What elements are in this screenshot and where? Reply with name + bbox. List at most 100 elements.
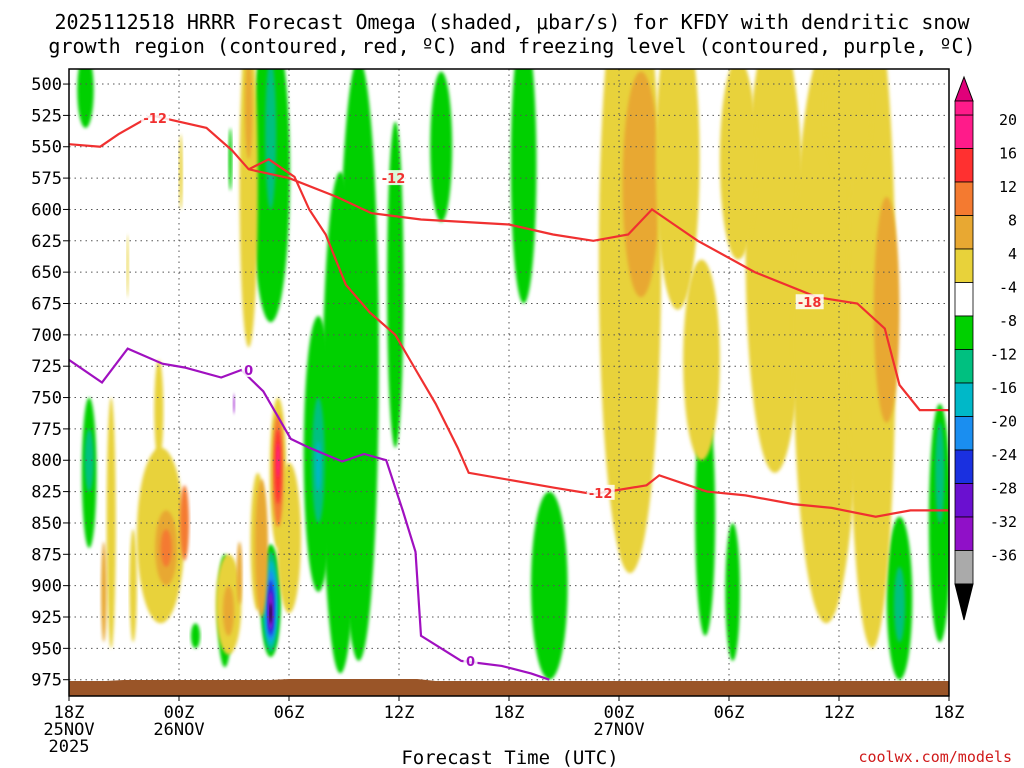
colorbar-swatch-top bbox=[954, 100, 974, 116]
y-tick-label-500: 500 bbox=[31, 75, 62, 95]
colorbar-swatch-5 bbox=[954, 282, 974, 317]
x-tick-label-0-0: 18Z bbox=[54, 703, 85, 723]
x-tick-label-6-0: 06Z bbox=[714, 703, 745, 723]
x-tick-label-5-1: 27NOV bbox=[593, 720, 644, 740]
y-tick-label-650: 650 bbox=[31, 263, 62, 283]
y-tick-label-525: 525 bbox=[31, 106, 62, 126]
colorbar-swatch-3 bbox=[954, 215, 974, 250]
x-tick-label-2-0: 06Z bbox=[274, 703, 305, 723]
colorbar-label-8: -16 bbox=[990, 379, 1017, 397]
contour-label-bg-1 bbox=[379, 170, 408, 186]
y-tick-label-925: 925 bbox=[31, 608, 62, 628]
omega-cell-29 bbox=[269, 603, 272, 624]
colorbar-cap-bottom bbox=[954, 583, 974, 621]
colorbar-cap-top bbox=[954, 75, 974, 102]
omega-cell-32 bbox=[655, 69, 700, 310]
omega-cell-34 bbox=[793, 69, 860, 624]
colorbar-label-0: 20 bbox=[999, 111, 1017, 129]
y-tick-label-675: 675 bbox=[31, 294, 62, 314]
contour-label-bg-2 bbox=[795, 294, 824, 310]
y-tick-label-700: 700 bbox=[31, 326, 62, 346]
omega-cell-36 bbox=[873, 196, 900, 423]
freezing-label-bg-0 bbox=[241, 361, 256, 377]
omega-cell-31 bbox=[622, 71, 660, 298]
y-tick-label-750: 750 bbox=[31, 389, 62, 409]
colorbar-label-6: -8 bbox=[999, 312, 1017, 330]
y-tick-label-775: 775 bbox=[31, 420, 62, 440]
omega-cell-60 bbox=[126, 234, 129, 298]
dendritic-contour-lower bbox=[248, 158, 949, 518]
temperature-contours: -12 -12 -18 -12 0 0 bbox=[69, 109, 949, 681]
x-tick-label-1-1: 26NOV bbox=[153, 720, 204, 740]
y-tick-label-800: 800 bbox=[31, 451, 62, 471]
omega-cell-18 bbox=[725, 522, 741, 661]
dendritic-contour-label-0: -12 bbox=[143, 112, 167, 127]
omega-cell-6 bbox=[510, 69, 537, 304]
colorbar-label-7: -12 bbox=[990, 346, 1017, 364]
y-tick-label-825: 825 bbox=[31, 483, 62, 503]
omega-cell-44 bbox=[160, 529, 172, 567]
dendritic-contour-upper bbox=[69, 114, 949, 412]
colorbar-label-3: 8 bbox=[1008, 212, 1017, 230]
omega-cell-45 bbox=[129, 529, 137, 643]
y-tick-label-600: 600 bbox=[31, 200, 62, 220]
omega-cell-39 bbox=[683, 259, 720, 461]
x-tick-label-1-0: 00Z bbox=[164, 703, 195, 723]
colorbar-swatch-0 bbox=[954, 114, 974, 149]
colorbar-swatch-2 bbox=[954, 181, 974, 216]
x-tick-label-4-0: 18Z bbox=[494, 703, 525, 723]
y-tick-label-950: 950 bbox=[31, 639, 62, 659]
omega-cell-37 bbox=[824, 69, 872, 185]
colorbar-label-4: 4 bbox=[1008, 245, 1017, 263]
colorbar-label-1: 16 bbox=[999, 145, 1017, 163]
x-tick-label-7-0: 12Z bbox=[824, 703, 855, 723]
freezing-contour-label-0: 0 bbox=[244, 364, 253, 379]
dendritic-contour-label-1: -12 bbox=[382, 172, 406, 187]
colorbar-label-13: -36 bbox=[990, 547, 1017, 565]
colorbar-swatch-10 bbox=[954, 449, 974, 484]
y-tick-label-625: 625 bbox=[31, 232, 62, 252]
colorbar-swatch-12 bbox=[954, 516, 974, 551]
contour-label-bg-3 bbox=[586, 484, 615, 500]
y-tick-label-550: 550 bbox=[31, 138, 62, 158]
contour-label-bg-0 bbox=[141, 109, 170, 125]
omega-cell-62 bbox=[233, 393, 235, 414]
omega-cell-41 bbox=[245, 69, 253, 160]
colorbar-swatch-13 bbox=[954, 550, 974, 585]
omega-cell-13 bbox=[228, 127, 233, 191]
colorbar-label-2: 12 bbox=[999, 178, 1017, 196]
freezing-label-bg-1 bbox=[463, 652, 478, 668]
colorbar-swatch-4 bbox=[954, 248, 974, 283]
colorbar-label-9: -20 bbox=[990, 413, 1017, 431]
y-tick-label-875: 875 bbox=[31, 545, 62, 565]
credit-text: coolwx.com/models bbox=[858, 748, 1012, 766]
colorbar-swatch-7 bbox=[954, 349, 974, 384]
freezing-level-contour bbox=[69, 347, 550, 681]
dendritic-contour-label-2: -18 bbox=[798, 296, 822, 311]
y-tick-label-975: 975 bbox=[31, 671, 62, 691]
x-tick-label-0-1: 25NOV bbox=[43, 720, 94, 740]
omega-cell-40 bbox=[239, 69, 258, 348]
colorbar-label-5: -4 bbox=[999, 279, 1017, 297]
omega-cell-57 bbox=[236, 541, 243, 605]
x-tick-label-8-0: 18Z bbox=[934, 703, 965, 723]
y-tick-label-850: 850 bbox=[31, 514, 62, 534]
freezing-contour-label-1: 0 bbox=[466, 655, 475, 670]
colorbar-swatch-6 bbox=[954, 315, 974, 350]
chart-title-line1: 2025112518 HRRR Forecast Omega (shaded, … bbox=[54, 10, 970, 34]
colorbar-label-11: -28 bbox=[990, 480, 1017, 498]
colorbar-swatch-11 bbox=[954, 483, 974, 518]
terrain-ground bbox=[69, 679, 949, 696]
omega-cell-47 bbox=[154, 359, 164, 461]
colorbar: 20 16 12 8 4 -4 -8 -12 -16 -20 -24 -28 -32 -36 bbox=[954, 75, 1017, 621]
omega-cell-1 bbox=[84, 428, 94, 492]
pressure-axis: 500 525 550 575 600 625 650 675 700 725 750 775 800 8… bbox=[31, 75, 69, 691]
omega-cell-33 bbox=[745, 69, 805, 473]
colorbar-swatch-8 bbox=[954, 382, 974, 417]
y-tick-label-725: 725 bbox=[31, 357, 62, 377]
x-tick-label-3-0: 12Z bbox=[384, 703, 415, 723]
omega-cell-12 bbox=[315, 441, 322, 492]
colorbar-label-12: -32 bbox=[990, 513, 1017, 531]
